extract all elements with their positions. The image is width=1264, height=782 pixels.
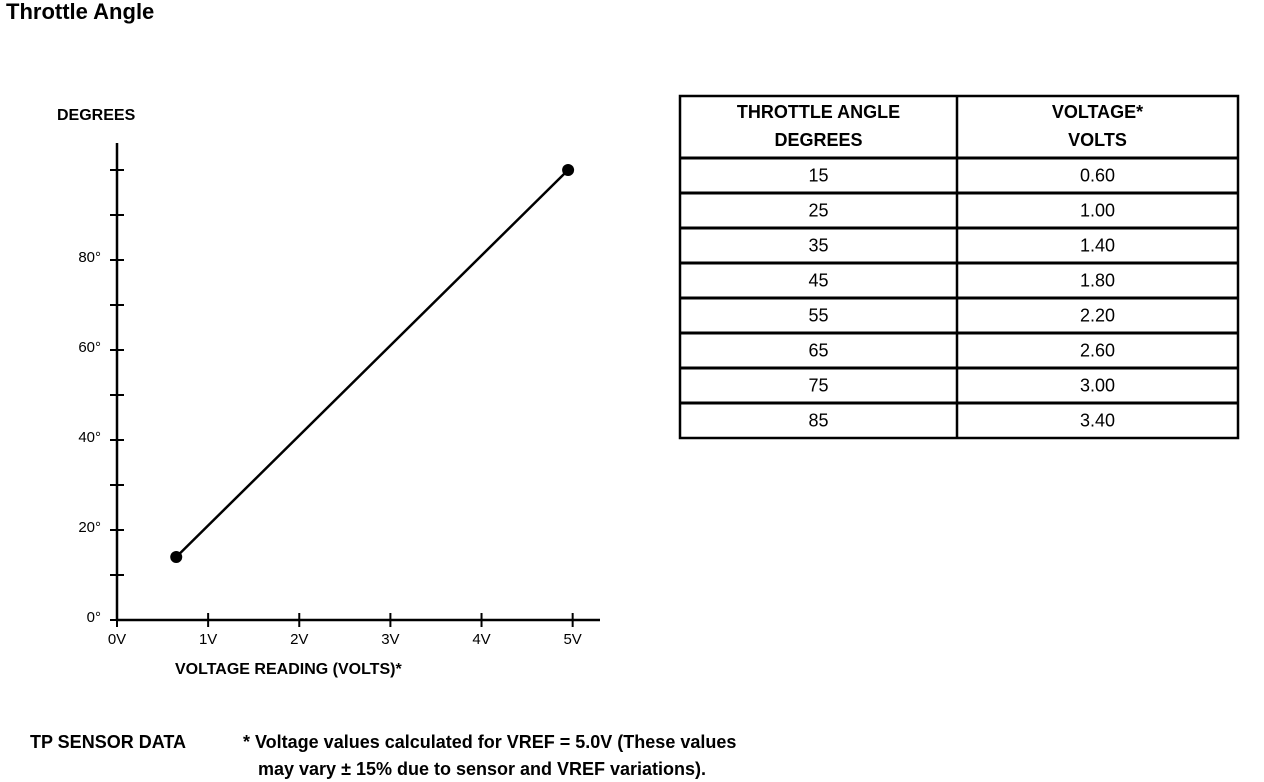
table-header-cell: THROTTLE ANGLE [737,102,900,122]
table-cell: 3.40 [1080,410,1115,430]
table-header-cell: VOLTAGE* [1052,102,1143,122]
data-point [170,551,183,563]
data-point [562,164,575,176]
x-tick-label: 1V [199,631,217,648]
x-tick-label: 4V [472,631,490,648]
table-cell: 55 [808,305,828,325]
footnote-line: * Voltage values calculated for VREF = 5… [243,732,736,752]
table-border [678,94,1240,440]
y-axis-title: DEGREES [57,107,136,124]
x-axis-title: VOLTAGE READING (VOLTS)* [175,661,402,678]
table-cell: 85 [808,410,828,430]
table-cell: 0.60 [1080,165,1115,185]
table-cell: 45 [808,270,828,290]
table-cell: 2.60 [1080,340,1115,360]
table-cell: 1.40 [1080,235,1115,255]
data-line [175,169,569,558]
footnote-label: TP SENSOR DATA [30,732,186,752]
x-tick-label: 5V [563,631,581,648]
table-cell: 25 [808,200,828,220]
y-tick-label: 40° [78,429,101,446]
footnote-line: may vary ± 15% due to sensor and VREF va… [258,759,706,779]
table-cell: 3.00 [1080,375,1115,395]
y-tick-label: 20° [78,519,101,536]
x-tick-label: 0V [108,631,126,648]
x-tick-label: 2V [290,631,308,648]
table-cell: 1.80 [1080,270,1115,290]
y-tick-label: 0° [87,609,101,626]
table-cell: 15 [808,165,828,185]
y-tick-label: 60° [78,339,101,356]
table-cell: 75 [808,375,828,395]
x-tick-label: 3V [381,631,399,648]
table-cell: 35 [808,235,828,255]
table-cell: 2.20 [1080,305,1115,325]
table-header-cell: DEGREES [774,130,862,150]
y-tick-label: 80° [78,249,101,266]
page-title: Throttle Angle [6,0,154,24]
table-header-cell: VOLTS [1068,130,1127,150]
table-cell: 65 [808,340,828,360]
table-cell: 1.00 [1080,200,1115,220]
